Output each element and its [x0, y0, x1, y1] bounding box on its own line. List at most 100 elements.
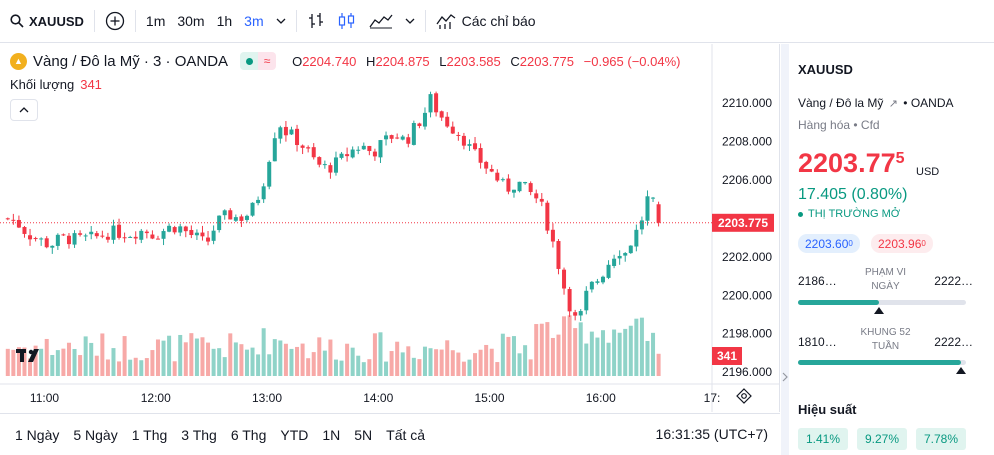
details-type: Hàng hóa • Cfd [798, 118, 880, 132]
volume-value: 341 [80, 77, 102, 92]
chevron-right-icon[interactable] [782, 370, 788, 384]
candle-body [634, 229, 639, 247]
candle-body [395, 137, 400, 139]
time-tick-label: 17: [704, 391, 721, 405]
candle-body [278, 127, 283, 139]
date-range-bar: 1 Ngày 5 Ngày 1 Thg 3 Thg 6 Thg YTD 1N 5… [0, 413, 780, 455]
volume-bar [556, 334, 561, 376]
candle-body [222, 210, 227, 216]
timezone-clock[interactable]: 16:31:35 (UTC+7) [655, 426, 768, 442]
symbol-search-button[interactable]: XAUUSD [0, 0, 90, 43]
interval-dropdown-button[interactable] [270, 0, 292, 43]
candle-body [422, 112, 427, 127]
week52-range-fill [798, 360, 961, 365]
candle-body [289, 129, 294, 135]
volume-bar [78, 355, 83, 376]
range-all-button[interactable]: Tất cả [386, 426, 426, 443]
performance-1w[interactable]: 1.41% [798, 428, 848, 450]
volume-bar [128, 359, 133, 376]
details-description-text[interactable]: Vàng / Đô la Mỹ [798, 96, 884, 110]
volume-bar [406, 346, 411, 376]
candle-body [495, 172, 500, 181]
volume-bar [144, 358, 149, 376]
gold-logo-icon: ▲ [10, 52, 27, 70]
volume-bar [306, 358, 311, 376]
volume-bar [172, 361, 177, 376]
interval-30m-button[interactable]: 30m [177, 13, 205, 29]
range-1-month-button[interactable]: 1 Thg [131, 426, 168, 443]
range-5-days-button[interactable]: 5 Ngày [73, 426, 118, 443]
volume-bar [283, 343, 288, 376]
candle-style-button[interactable] [331, 0, 363, 43]
interval-1m-button[interactable]: 1m [145, 13, 166, 29]
indicators-button[interactable]: Các chỉ báo [430, 0, 542, 43]
candle-body [233, 217, 238, 221]
candle-body [567, 289, 572, 312]
range-1-day-button[interactable]: 1 Ngày [15, 426, 60, 443]
panel-splitter[interactable] [781, 44, 789, 455]
range-6-months-button[interactable]: 6 Thg [230, 426, 267, 443]
candle-body [272, 138, 277, 162]
interval-1h-button[interactable]: 1h [216, 13, 233, 29]
ask-price: 2203.96 0 [871, 234, 933, 253]
volume-bar [511, 336, 516, 376]
price-tick-label: 2208.000 [722, 135, 772, 149]
external-link-icon[interactable]: ↗ [888, 98, 898, 110]
chevron-down-icon [276, 18, 286, 24]
volume-bar [317, 337, 322, 376]
candle-body [178, 226, 183, 233]
range-ytd-button[interactable]: YTD [280, 426, 309, 443]
volume-bar [528, 359, 533, 376]
chart-type-dropdown-button[interactable] [399, 0, 421, 43]
market-status-pill[interactable]: ≈ [240, 52, 277, 70]
candle-body [473, 143, 478, 150]
candle-body [333, 157, 338, 173]
current-price-tag [712, 213, 774, 232]
candle-body [439, 111, 444, 118]
range-3-months-button[interactable]: 3 Thg [181, 426, 217, 443]
candle-body [589, 281, 594, 290]
close-key: C [510, 53, 520, 69]
performance-3m[interactable]: 7.78% [916, 428, 966, 450]
volume-bar [617, 332, 622, 376]
candle-body [128, 236, 133, 238]
candle-body [517, 181, 522, 192]
collapse-legend-button[interactable] [10, 99, 38, 121]
volume-bar [656, 353, 661, 376]
series-title[interactable]: Vàng / Đô la Mỹ · 3 · OANDA [33, 52, 229, 70]
volume-bar [89, 342, 94, 376]
candle-body [384, 135, 389, 140]
bar-style-button[interactable] [301, 0, 331, 43]
volume-bar [550, 337, 555, 376]
candle-body [350, 149, 355, 158]
day-range-caption-1: PHẠM VI [864, 267, 907, 278]
tradingview-logo-icon[interactable] [14, 344, 48, 366]
volume-bar [567, 315, 572, 376]
top-toolbar: XAUUSD 1m 30m 1h 3m Các chỉ báo [0, 0, 994, 43]
ask-fraction: 0 [921, 239, 926, 248]
candle-body [656, 204, 661, 223]
volume-bar [623, 328, 628, 376]
candle-body [484, 161, 489, 169]
candle-body [250, 202, 255, 216]
area-style-button[interactable] [363, 0, 399, 43]
interval-3m-button[interactable]: 3m [244, 13, 264, 29]
candle-body [511, 189, 516, 193]
volume-bar [562, 316, 567, 376]
candle-body [105, 236, 110, 240]
performance-1m[interactable]: 9.27% [857, 428, 907, 450]
week52-range-low: 1810… [798, 335, 837, 349]
candle-body [211, 230, 216, 241]
last-price-main: 2203.77 [798, 148, 896, 178]
data-delay-icon: ≈ [258, 52, 277, 70]
volume-bar [66, 342, 71, 376]
chart-panel[interactable]: 2210.0002208.0002206.0002204.0002202.000… [0, 44, 780, 412]
market-status: THỊ TRƯỜNG MỞ [798, 208, 900, 220]
compare-symbol-button[interactable] [99, 0, 131, 43]
settings-gear-icon[interactable] [736, 388, 752, 408]
price-currency: USD [916, 166, 940, 178]
price-chart[interactable]: 2210.0002208.0002206.0002204.0002202.000… [0, 44, 780, 412]
range-1-year-button[interactable]: 1N [322, 426, 341, 443]
range-5-years-button[interactable]: 5N [354, 426, 373, 443]
details-symbol[interactable]: XAUUSD [798, 62, 853, 77]
